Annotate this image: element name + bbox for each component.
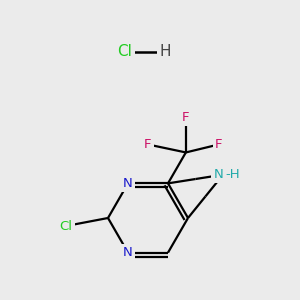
Text: N: N xyxy=(123,177,133,190)
Text: Cl: Cl xyxy=(59,220,73,232)
Text: F: F xyxy=(144,138,152,151)
Text: Cl: Cl xyxy=(118,44,132,59)
Text: H: H xyxy=(159,44,171,59)
Text: -H: -H xyxy=(225,168,240,181)
Text: N: N xyxy=(123,246,133,259)
Text: N: N xyxy=(213,168,223,181)
Text: F: F xyxy=(182,111,190,124)
Text: F: F xyxy=(215,138,223,151)
